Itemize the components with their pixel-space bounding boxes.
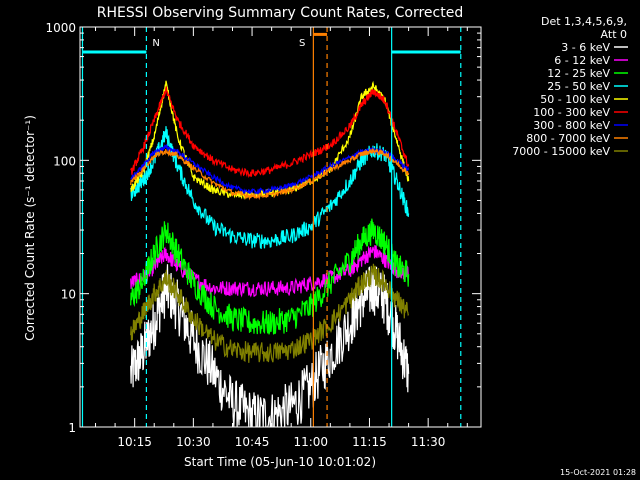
legend-label: 3 - 6 keV — [561, 41, 610, 54]
series-line — [130, 80, 410, 200]
x-tick-label: 10:15 — [117, 435, 152, 449]
series-line — [130, 86, 410, 179]
legend-header-line-2: Att 0 — [601, 28, 627, 41]
legend-label: 50 - 100 keV — [540, 93, 610, 106]
x-tick-label: 11:00 — [293, 435, 328, 449]
y-tick-label: 100 — [53, 154, 76, 168]
x-tick-label: 10:45 — [235, 435, 270, 449]
y-axis-label: Corrected Count Rate (s⁻¹ detector⁻¹) — [23, 115, 37, 341]
y-tick-label: 1 — [68, 421, 76, 435]
legend-label: 800 - 7000 keV — [526, 132, 610, 145]
legend-label: 300 - 800 keV — [533, 119, 610, 132]
series-line — [130, 126, 410, 250]
x-tick-label: 11:15 — [352, 435, 387, 449]
x-tick-label: 11:30 — [411, 435, 446, 449]
marker-label: S — [299, 38, 305, 49]
series-group — [130, 80, 410, 427]
series-line — [130, 218, 410, 335]
series-line — [130, 245, 410, 298]
x-axis-label: Start Time (05-Jun-10 10:01:02) — [184, 455, 376, 469]
chart-title: RHESSI Observing Summary Count Rates, Co… — [97, 5, 463, 21]
legend-label: 12 - 25 keV — [547, 67, 610, 80]
legend-label: 7000 - 15000 keV — [512, 145, 610, 158]
y-tick-label: 1000 — [45, 21, 76, 35]
plot-frame — [79, 26, 482, 428]
y-tick-label: 10 — [61, 288, 76, 302]
series-line — [130, 148, 410, 201]
legend-header-line-1: Det 1,3,4,5,6,9, — [541, 15, 627, 28]
legend-label: 25 - 50 keV — [547, 80, 610, 93]
legend-label: 6 - 12 keV — [554, 54, 610, 67]
x-tick-label: 10:30 — [176, 435, 211, 449]
series-line — [130, 263, 410, 363]
axes: 1 10 100 1000 10:15 10:30 10:45 11:00 11:15 11:30 — [45, 21, 481, 449]
marker-label: N — [152, 38, 159, 49]
timestamp: 15-Oct-2021 01:28 — [560, 468, 636, 477]
legend-label: 100 - 300 keV — [533, 106, 610, 119]
